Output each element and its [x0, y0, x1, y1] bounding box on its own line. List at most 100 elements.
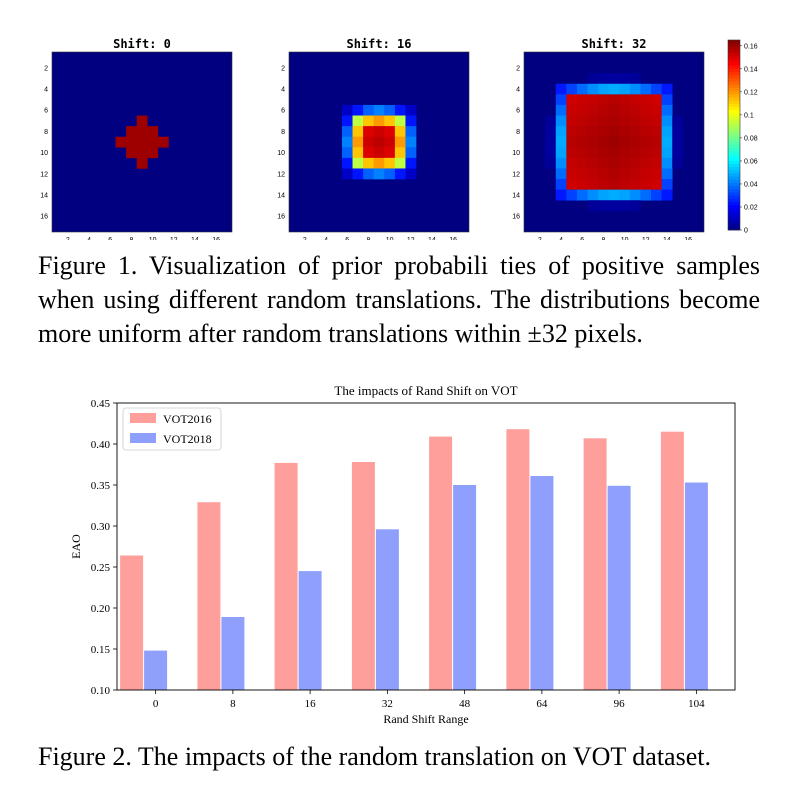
heatmap-cell	[661, 189, 673, 201]
colorbar-segment	[728, 84, 740, 88]
heatmap-cell	[566, 115, 578, 127]
heatmap-cell	[405, 147, 417, 159]
y-tick-label: 6	[281, 108, 285, 115]
heatmap-cell	[555, 189, 567, 201]
heatmap-cell	[672, 147, 684, 159]
colorbar-segment	[728, 198, 740, 202]
heatmap-cell	[619, 200, 631, 212]
heatmap-cell	[651, 179, 662, 190]
heatmap-cell	[619, 147, 631, 159]
colorbar-segment	[728, 195, 740, 199]
heatmap-cell	[394, 104, 406, 116]
bar-vot2018-16	[298, 571, 322, 690]
legend-swatch-vot2018	[130, 433, 156, 443]
heatmap-cell	[576, 136, 588, 148]
heatmap-cell	[629, 157, 641, 169]
heatmap-cell	[566, 104, 578, 116]
heatmap-cell	[157, 136, 169, 148]
heatmap-cell	[640, 136, 652, 148]
colorbar-segment	[728, 214, 740, 218]
x-tick-label: 16	[684, 237, 692, 240]
heatmap-cell	[363, 136, 375, 148]
heatmap-cell	[672, 136, 684, 148]
bar-vot2016-32	[351, 462, 375, 690]
figure1-caption: Figure 1. Visualization of prior probabi…	[38, 251, 760, 348]
heatmap-cell	[545, 157, 557, 169]
heatmap-cell	[363, 157, 375, 169]
heatmap-cell	[587, 168, 599, 180]
y-tick-label: 6	[44, 108, 48, 115]
y-tick-label: 8	[516, 129, 520, 136]
heatmap-cell	[373, 104, 385, 116]
y-tick-label: 14	[512, 192, 520, 199]
heatmap-cell	[598, 94, 610, 106]
colorbar-tick-label: 0.08	[744, 135, 758, 142]
heatmap-cell	[394, 157, 406, 169]
y-tick-label: 6	[516, 108, 520, 115]
bar-vot2018-48	[453, 485, 477, 690]
heatmap-cell	[363, 168, 375, 180]
y-tick-label: 2	[44, 65, 48, 72]
heatmap-cell	[555, 115, 567, 127]
heatmap-cell	[661, 136, 673, 148]
colorbar-segment	[728, 220, 740, 225]
colorbar-segment	[728, 223, 740, 228]
heatmap-cell	[566, 83, 578, 95]
heatmap-cell	[587, 104, 599, 116]
heatmap-cell	[629, 136, 641, 148]
heatmap-cell	[136, 147, 148, 159]
bar-vot2016-64	[506, 429, 530, 690]
heatmap-cell	[587, 126, 599, 138]
heatmap-cell	[598, 168, 610, 180]
heatmap-cell	[598, 115, 610, 127]
heatmap-cell	[576, 83, 588, 95]
x-tick-label: 6	[580, 237, 584, 240]
heatmap-cell	[576, 168, 588, 180]
y-tick-label: 4	[281, 87, 285, 94]
heatmap-cell	[341, 104, 353, 116]
heatmap-cell	[598, 147, 610, 159]
heatmap-cell	[545, 147, 557, 159]
heatmap-cell	[405, 115, 417, 127]
heatmap-cell	[629, 147, 641, 159]
colorbar-segment	[728, 87, 740, 92]
colorbar-tick-label: 0.1	[744, 112, 754, 119]
heatmap-cell	[405, 136, 417, 148]
heatmap-cell	[587, 83, 599, 95]
heatmap-cell	[384, 104, 396, 116]
heatmap-cell	[640, 115, 652, 127]
y-tick-label: 0.10	[91, 685, 111, 697]
x-tick-label: 10	[149, 237, 157, 240]
heatmap-cell	[394, 126, 406, 138]
heatmap-cell	[394, 168, 406, 180]
x-tick-label: 14	[663, 237, 671, 240]
heatmap-cell	[651, 157, 662, 169]
x-tick-label: 10	[621, 237, 629, 240]
heatmap-cell	[126, 147, 138, 159]
heatmap-cell	[352, 157, 364, 169]
heatmap-cell	[629, 200, 641, 212]
heatmap-title: Shift: 32	[581, 37, 646, 51]
heatmap-cell	[373, 115, 385, 127]
heatmap-cell	[373, 126, 385, 138]
y-tick-label: 12	[277, 171, 285, 178]
heatmap-cell	[115, 136, 127, 148]
x-tick-label: 8	[230, 698, 236, 710]
bar-vot2016-48	[429, 436, 453, 690]
x-tick-label: 0	[153, 698, 159, 710]
colorbar-segment	[728, 112, 740, 117]
heatmap-cell	[640, 189, 652, 201]
heatmap-cell	[352, 104, 364, 116]
heatmap-cell	[608, 73, 620, 85]
colorbar-frame	[727, 39, 741, 231]
bar-vot2018-104	[684, 482, 708, 690]
heatmap-cell	[608, 200, 620, 212]
colorbar-segment	[728, 43, 740, 47]
heatmap-cell	[619, 179, 631, 190]
heatmap-cell	[629, 83, 641, 95]
heatmap-cell	[566, 147, 578, 159]
heatmap-cell	[566, 179, 578, 190]
colorbar-segment	[728, 138, 740, 142]
colorbar-segment	[728, 131, 740, 136]
heatmap-cell	[352, 115, 364, 127]
